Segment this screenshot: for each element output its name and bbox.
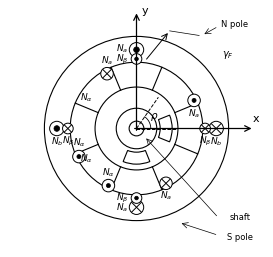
Circle shape <box>102 179 115 192</box>
Circle shape <box>192 98 196 103</box>
Text: $N_\alpha$: $N_\alpha$ <box>80 153 93 165</box>
Text: $N_\beta$: $N_\beta$ <box>62 135 74 148</box>
Wedge shape <box>123 150 150 164</box>
Circle shape <box>77 154 81 159</box>
Circle shape <box>50 121 64 136</box>
Circle shape <box>131 193 142 203</box>
Text: $N_\beta$: $N_\beta$ <box>199 135 211 148</box>
Text: y: y <box>142 6 149 16</box>
Circle shape <box>188 94 200 107</box>
Text: x: x <box>253 114 260 124</box>
Circle shape <box>135 196 138 200</box>
Text: shaft: shaft <box>229 213 250 222</box>
Text: $N_\alpha$: $N_\alpha$ <box>80 92 93 104</box>
Circle shape <box>54 126 60 131</box>
Circle shape <box>101 67 113 80</box>
Text: $N_a$: $N_a$ <box>101 54 113 67</box>
Text: $N_a$: $N_a$ <box>116 42 128 55</box>
Text: N pole: N pole <box>221 20 248 29</box>
Circle shape <box>200 123 210 134</box>
Circle shape <box>209 121 223 136</box>
Text: $N_\alpha$: $N_\alpha$ <box>102 167 115 179</box>
Wedge shape <box>158 115 172 142</box>
Circle shape <box>160 177 172 190</box>
Text: $\rho$: $\rho$ <box>150 111 158 123</box>
Text: $N_a$: $N_a$ <box>188 107 200 120</box>
Text: $N_\beta$: $N_\beta$ <box>116 191 129 205</box>
Text: $N_b$: $N_b$ <box>210 136 222 148</box>
Circle shape <box>73 150 85 163</box>
Circle shape <box>129 200 144 214</box>
Text: $N_\alpha$: $N_\alpha$ <box>73 137 85 150</box>
Text: $N_\beta$: $N_\beta$ <box>116 52 129 66</box>
Text: $N_a$: $N_a$ <box>116 202 128 214</box>
Circle shape <box>134 47 139 53</box>
Circle shape <box>106 183 111 188</box>
Text: $N_b$: $N_b$ <box>51 136 63 148</box>
Circle shape <box>63 123 73 134</box>
Text: $N_a$: $N_a$ <box>160 190 172 203</box>
Text: S pole: S pole <box>227 233 253 242</box>
Circle shape <box>135 57 138 61</box>
Circle shape <box>131 54 142 64</box>
Text: $\gamma_F$: $\gamma_F$ <box>222 49 234 61</box>
Circle shape <box>129 43 144 57</box>
